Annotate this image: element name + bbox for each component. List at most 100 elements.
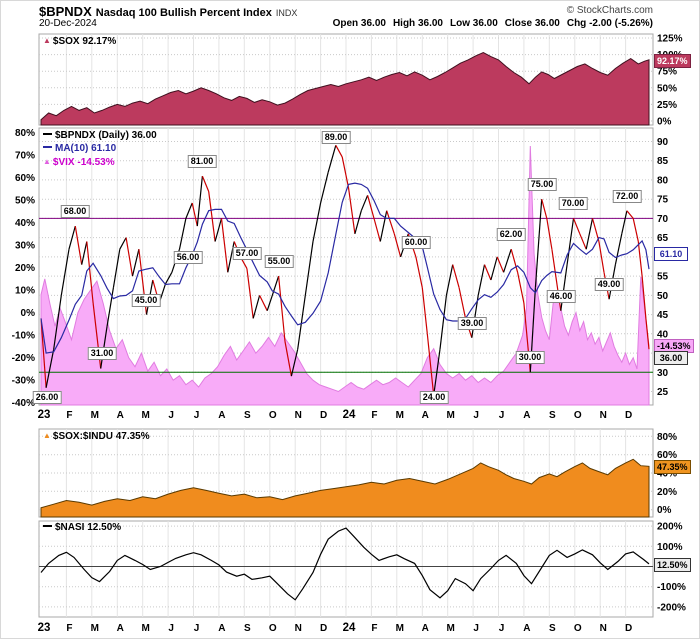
last-value-badge: 12.50% xyxy=(654,558,691,572)
price-line-segment xyxy=(354,210,362,234)
price-annotation: 68.00 xyxy=(60,205,90,218)
price-line-segment xyxy=(645,318,650,350)
right-axis-label: -200% xyxy=(657,602,686,613)
right-axis-label: 30 xyxy=(657,368,669,379)
nasi-line-marker-icon xyxy=(43,525,52,527)
x-axis-label: J xyxy=(194,410,200,421)
legend-ma10-label: MA(10) 61.10 xyxy=(55,143,117,154)
price-annotation: 81.00 xyxy=(187,155,217,168)
price-line-segment xyxy=(185,202,193,219)
left-axis-label: 70% xyxy=(15,151,35,162)
price-line-segment xyxy=(178,218,187,250)
price-line-segment xyxy=(386,210,395,234)
price-line-segment xyxy=(284,341,292,377)
price-line-segment xyxy=(278,276,286,342)
price-line-segment xyxy=(632,218,639,242)
x-axis-label: F xyxy=(66,623,72,634)
legend-soxindu-label: $SOX:$INDU 47.35% xyxy=(52,431,150,442)
price-line-segment xyxy=(496,256,505,273)
price-line-segment xyxy=(327,145,337,173)
right-axis-label: 55 xyxy=(657,272,669,283)
x-axis-label: A xyxy=(117,410,124,421)
price-annotation: 57.00 xyxy=(232,247,262,260)
x-axis-label: J xyxy=(499,410,505,421)
legend-bpndx: $BPNDX (Daily) 36.00 xyxy=(43,130,157,142)
right-axis-label: 100% xyxy=(657,542,683,553)
x-axis-label: F xyxy=(371,410,377,421)
price-line-segment xyxy=(214,218,223,242)
price-line-segment xyxy=(421,287,428,334)
price-annotation: 30.00 xyxy=(515,351,545,364)
price-line-segment xyxy=(347,187,356,234)
price-line-segment xyxy=(131,249,140,277)
x-axis-label: M xyxy=(447,410,455,421)
price-line-segment xyxy=(566,218,575,265)
right-axis-label: 85 xyxy=(657,156,669,167)
x-axis-label: D xyxy=(320,623,327,634)
x-axis-label: 24 xyxy=(343,409,356,421)
right-axis-label: 40% xyxy=(657,469,677,480)
right-axis-label: 20% xyxy=(657,487,677,498)
x-axis-label: A xyxy=(523,623,530,634)
sox-panel: 125%100%75%50%25%0% xyxy=(38,33,683,128)
price-line-segment xyxy=(196,176,203,227)
price-line-segment xyxy=(483,264,492,281)
left-axis-label: 30% xyxy=(15,241,35,252)
price-line-segment xyxy=(191,202,198,227)
price-line-segment xyxy=(591,218,600,242)
right-axis-label: 75% xyxy=(657,67,677,78)
price-line-segment xyxy=(320,172,329,204)
price-annotation: 75.00 xyxy=(527,178,557,191)
low-label: Low xyxy=(449,18,470,29)
vix-area-marker-icon: ▲ xyxy=(43,157,51,166)
left-axis-label: -40% xyxy=(12,398,35,409)
x-axis-label: M xyxy=(91,410,99,421)
right-axis-label: 90 xyxy=(657,137,669,148)
right-axis-label: 80% xyxy=(657,432,677,443)
price-annotation: 70.00 xyxy=(558,197,588,210)
x-axis-label: A xyxy=(422,623,429,634)
price-line-segment xyxy=(45,349,55,388)
x-axis-label: 24 xyxy=(343,622,356,634)
price-line-segment xyxy=(471,295,479,338)
price-line-segment xyxy=(579,233,587,250)
SOX-area-series xyxy=(40,52,650,126)
right-axis-label: -100% xyxy=(657,582,686,593)
legend-sox: ▲ $SOX 92.17% xyxy=(43,35,116,48)
left-axis-label: 10% xyxy=(15,286,35,297)
price-line-segment xyxy=(379,210,388,242)
left-axis-label: -20% xyxy=(12,353,35,364)
last-value-badge: 92.17% xyxy=(654,54,691,68)
price-annotation: 31.00 xyxy=(87,347,117,360)
moving-average-line xyxy=(40,182,650,354)
x-axis-label: O xyxy=(574,623,582,634)
price-line-segment xyxy=(208,191,216,242)
x-axis-label: O xyxy=(574,410,582,421)
x-axis-strip-1: 23 F M A M J J A S O N D 24 F M A M J J A S O N D xyxy=(38,409,633,421)
x-axis-label: 23 xyxy=(38,409,51,421)
sox-area-marker-icon: ▲ xyxy=(43,36,51,45)
price-line-segment xyxy=(415,256,423,288)
left-axis-label: 80% xyxy=(15,128,35,139)
x-axis-label: J xyxy=(473,410,479,421)
VIX-area-series xyxy=(40,145,650,406)
right-axis-label: 70 xyxy=(657,214,669,225)
left-axis-label: 40% xyxy=(15,218,35,229)
x-axis-label: A xyxy=(218,623,225,634)
x-axis-label: O xyxy=(269,410,277,421)
price-annotation: 39.00 xyxy=(457,317,487,330)
left-axis-label: 20% xyxy=(15,263,35,274)
price-line-segment xyxy=(271,275,280,296)
right-axis-label: 200% xyxy=(657,522,683,533)
price-line-segment xyxy=(598,241,605,273)
price-line-segment xyxy=(637,241,643,277)
left-axis-label: 0% xyxy=(21,308,36,319)
x-axis-label: S xyxy=(549,623,556,634)
x-axis-label: D xyxy=(320,410,327,421)
SOXINDU-area-series xyxy=(40,458,650,518)
price-line-segment xyxy=(74,226,83,265)
exchange-label: INDX xyxy=(275,8,298,18)
price-line-segment xyxy=(626,210,634,219)
x-axis-label: N xyxy=(600,623,607,634)
